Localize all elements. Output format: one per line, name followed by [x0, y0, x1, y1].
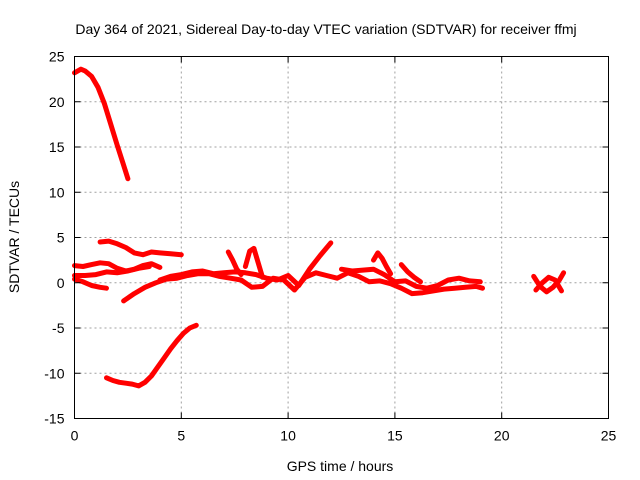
series-sat-a [72, 66, 131, 182]
y-axis-label: SDTVAR / TECUs [6, 181, 22, 293]
series-sat-l [398, 262, 423, 285]
x-tick-label: 25 [601, 428, 617, 444]
x-tick-label: 5 [177, 428, 185, 444]
y-tick-label: 25 [49, 49, 65, 65]
x-axis-label: GPS time / hours [287, 458, 394, 474]
series-sat-i [225, 249, 244, 278]
y-tick-label: -15 [44, 411, 64, 427]
series-sat-b [97, 238, 184, 258]
y-tick-label: 20 [49, 94, 65, 110]
y-tick-label: 10 [49, 184, 65, 200]
series-sat-j [339, 266, 483, 291]
ticks: 0 5 10 15 20 25 -15 -10 -5 0 5 10 15 20 25 [44, 49, 616, 444]
series-sat-d [72, 276, 109, 291]
series-sat-g [157, 240, 334, 288]
y-tick-label: 15 [49, 139, 65, 155]
y-tick-label: -5 [52, 320, 65, 336]
y-tick-label: 0 [57, 275, 65, 291]
series-sat-k [371, 250, 394, 277]
y-tick-label: 5 [57, 230, 65, 246]
series-layer [72, 66, 567, 389]
x-tick-label: 0 [71, 428, 79, 444]
x-tick-label: 10 [280, 428, 296, 444]
grid [74, 56, 609, 419]
x-tick-label: 20 [494, 428, 510, 444]
series-sat-o [104, 322, 199, 389]
series-sat-n [533, 274, 564, 294]
x-tick-label: 15 [387, 428, 403, 444]
series-sat-e [72, 264, 152, 278]
y-tick-label: -10 [44, 365, 64, 381]
series-sat-h [242, 245, 265, 280]
chart-title: Day 364 of 2021, Sidereal Day-to-day VTE… [75, 21, 576, 37]
